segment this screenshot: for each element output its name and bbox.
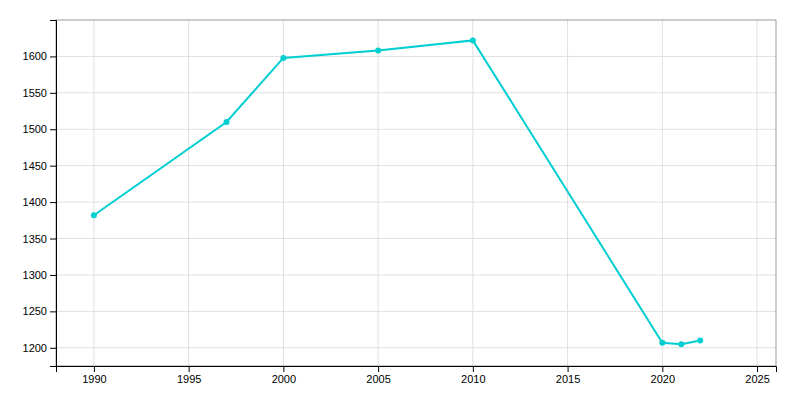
y-tick: 1550: [23, 87, 56, 99]
x-tick: 2000: [272, 366, 296, 385]
x-tick-label: 2000: [272, 373, 296, 385]
y-tick-mark: [50, 166, 56, 167]
x-grid-line: [283, 20, 284, 366]
y-tick-mark: [50, 93, 56, 94]
x-grid-line: [757, 20, 758, 366]
x-tick-mark: [568, 366, 569, 372]
y-tick-label: 1350: [23, 233, 47, 245]
y-grid-line: [56, 202, 776, 203]
y-tick-label: 1400: [23, 196, 47, 208]
x-tick-label: 2020: [651, 373, 675, 385]
y-tick: 1250: [23, 305, 56, 317]
y-tick: 1200: [23, 342, 56, 354]
y-grid-line: [56, 347, 776, 348]
point: [224, 119, 230, 125]
plot-area: 1990 1995 2000 2005 2010 2015 2020 2025 1200 1250…: [23, 20, 777, 385]
x-tick: 1990: [82, 366, 106, 385]
x-tick-label: 2010: [461, 373, 485, 385]
y-grid-line: [56, 274, 776, 275]
x-axis-line: [57, 367, 777, 373]
x-tick-label: 2005: [366, 373, 390, 385]
line: [94, 40, 700, 344]
y-grid-line: [56, 56, 776, 57]
x-tick-label: 2025: [745, 373, 769, 385]
y-tick-label: 1300: [23, 269, 47, 281]
y-tick-mark: [50, 275, 56, 276]
x-grid-line: [188, 20, 189, 366]
grid: [56, 20, 776, 366]
y-tick-mark: [50, 202, 56, 203]
y-tick-mark: [50, 56, 56, 57]
y-tick-label: 1500: [23, 123, 47, 135]
y-tick: 1300: [23, 269, 56, 281]
series: [91, 37, 703, 347]
x-tick-mark: [189, 366, 190, 372]
x-tick-mark: [473, 366, 474, 372]
x-tick: 2010: [461, 366, 485, 385]
x-tick-mark: [757, 366, 758, 372]
x-tick-label: 1995: [177, 373, 201, 385]
y-axis: 1200 1250 1300 1350 1400 1450 1500 1550 1600: [23, 21, 57, 367]
y-tick: 1350: [23, 233, 56, 245]
y-tick: 1400: [23, 196, 56, 208]
chart: 1990 1995 2000 2005 2010 2015 2020 2025 1200 1250…: [0, 0, 800, 400]
plot-frame: [56, 20, 776, 366]
x-tick: 2015: [556, 366, 580, 385]
y-grid-line: [56, 92, 776, 93]
y-grid-line: [56, 238, 776, 239]
y-tick: 1450: [23, 160, 56, 172]
x-tick-mark: [283, 366, 284, 372]
y-grid-line: [56, 129, 776, 130]
x-tick-mark: [378, 366, 379, 372]
y-tick-label: 1450: [23, 160, 47, 172]
x-tick-mark: [662, 366, 663, 372]
x-tick-label: 2015: [556, 373, 580, 385]
x-grid-line: [378, 20, 379, 366]
y-tick-mark: [50, 129, 56, 130]
x-tick: 2020: [651, 366, 675, 385]
x-axis: 1990 1995 2000 2005 2010 2015 2020 2025: [57, 366, 777, 385]
point: [470, 37, 476, 43]
y-tick-mark: [50, 311, 56, 312]
x-grid-line: [472, 20, 473, 366]
point: [91, 212, 97, 218]
y-tick: 1500: [23, 123, 56, 135]
x-tick: 2005: [366, 366, 390, 385]
x-tick-label: 1990: [82, 373, 106, 385]
x-tick-mark: [94, 366, 95, 372]
y-grid-line: [56, 311, 776, 312]
y-axis-line: [50, 21, 57, 367]
x-tick: 2025: [745, 366, 769, 385]
y-tick-mark: [50, 239, 56, 240]
x-grid-line: [93, 20, 94, 366]
y-tick-label: 1550: [23, 87, 47, 99]
point: [375, 48, 381, 54]
point: [697, 338, 703, 344]
point: [280, 55, 286, 61]
point: [659, 340, 665, 346]
y-tick-label: 1200: [23, 342, 47, 354]
y-tick-label: 1250: [23, 305, 47, 317]
x-tick: 1995: [177, 366, 201, 385]
x-grid-line: [662, 20, 663, 366]
point: [678, 341, 684, 347]
y-tick-mark: [50, 348, 56, 349]
y-tick-label: 1600: [23, 50, 47, 62]
y-tick: 1600: [23, 50, 56, 62]
